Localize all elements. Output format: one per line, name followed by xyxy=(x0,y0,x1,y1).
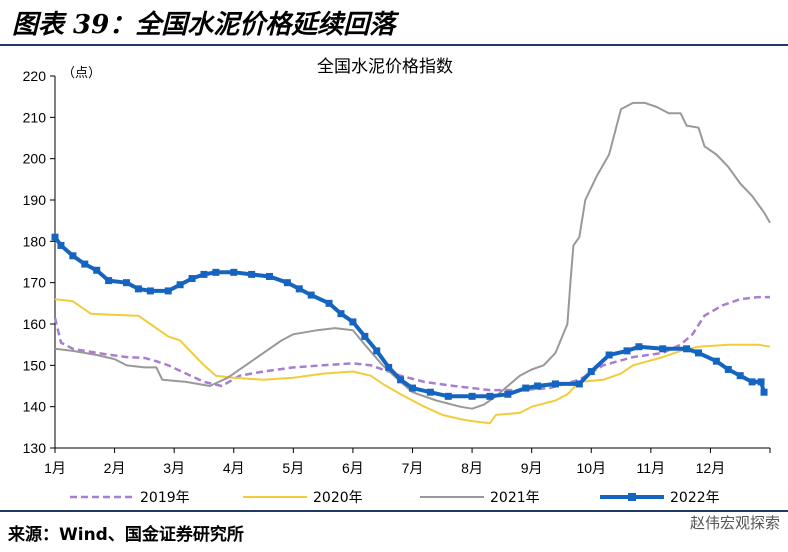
y-tick-label: 170 xyxy=(23,275,47,291)
series-point xyxy=(587,368,595,376)
x-tick-label: 8月 xyxy=(461,460,483,476)
source-note: 来源：Wind、国金证券研究所 xyxy=(8,525,244,545)
y-tick-label: 160 xyxy=(23,316,47,332)
bottom-rule xyxy=(0,510,788,512)
series-point xyxy=(409,384,416,392)
legend-label: 2019年 xyxy=(140,490,190,506)
legend-marker xyxy=(628,493,636,501)
series-point xyxy=(134,285,142,293)
series-line-2019年 xyxy=(53,295,770,392)
x-tick-label: 12月 xyxy=(696,460,726,476)
watermark: 赵伟宏观探索 xyxy=(689,514,780,532)
series-point xyxy=(361,332,369,340)
x-tick-label: 11月 xyxy=(637,460,666,476)
y-tick-label: 180 xyxy=(23,233,47,249)
chart-title: 全国水泥价格指数 xyxy=(317,57,453,77)
series-point xyxy=(57,241,65,249)
legend-label: 2022年 xyxy=(670,490,720,506)
x-tick-label: 4月 xyxy=(223,460,245,476)
series-point xyxy=(426,388,434,396)
series-point xyxy=(93,266,101,274)
series-point xyxy=(325,299,333,307)
y-tick-label: 220 xyxy=(23,68,47,84)
x-tick-label: 5月 xyxy=(282,460,304,476)
series-lines xyxy=(51,101,771,425)
series-point xyxy=(81,260,89,268)
series-point xyxy=(724,365,732,373)
series-point xyxy=(712,357,720,365)
series-point xyxy=(69,252,77,260)
series-point xyxy=(188,275,196,283)
y-tick-label: 150 xyxy=(23,357,47,373)
series-point xyxy=(164,287,172,295)
series-point xyxy=(248,270,256,278)
series-point xyxy=(623,347,631,355)
x-tick-label: 9月 xyxy=(521,460,543,476)
series-point xyxy=(385,363,393,371)
series-point xyxy=(349,318,357,326)
series-point xyxy=(212,268,220,276)
x-tick-label: 7月 xyxy=(402,460,424,476)
series-point xyxy=(105,277,113,285)
series-point xyxy=(397,376,405,384)
series-point xyxy=(575,380,583,388)
series-point xyxy=(266,272,273,280)
series-point xyxy=(307,291,315,299)
series-point xyxy=(522,384,530,392)
x-tick-label: 6月 xyxy=(342,460,364,476)
series-point xyxy=(176,281,184,289)
chart: 全国水泥价格指数 （点） 130 140 150 160 170 180 190 200 210… xyxy=(23,57,771,506)
y-tick-label: 190 xyxy=(23,192,47,208)
series-point xyxy=(146,287,154,295)
series-point xyxy=(373,347,381,355)
series-point xyxy=(748,378,756,386)
series-point xyxy=(635,343,643,351)
series-point xyxy=(468,392,476,400)
series-point xyxy=(295,285,303,293)
series-point xyxy=(659,345,667,353)
x-tick-label: 3月 xyxy=(163,460,185,476)
x-tick-label: 2月 xyxy=(104,460,126,476)
series-point xyxy=(51,233,59,241)
series-line-2021年 xyxy=(54,101,771,410)
series-point xyxy=(123,279,130,287)
series-point xyxy=(283,279,291,287)
series-point xyxy=(760,388,768,396)
series-point xyxy=(534,382,542,390)
series-point xyxy=(605,351,613,359)
legend-label: 2021年 xyxy=(490,490,540,506)
series-point xyxy=(337,310,345,318)
series-point xyxy=(683,345,691,353)
top-rule xyxy=(0,44,788,46)
y-tick-label: 130 xyxy=(23,440,47,456)
series-point xyxy=(695,349,702,357)
legend-label: 2020年 xyxy=(313,490,363,506)
series-point xyxy=(200,270,208,278)
legend: 2019年 2020年 2021年 2022年 xyxy=(70,490,720,506)
series-line-2020年 xyxy=(54,298,771,425)
series-point xyxy=(757,378,765,386)
series-point xyxy=(486,392,494,400)
series-point xyxy=(444,392,452,400)
series-point xyxy=(230,268,238,276)
y-tick-label: 200 xyxy=(23,151,47,167)
series-point xyxy=(736,372,744,380)
y-unit-label: （点） xyxy=(62,66,101,81)
x-tick-label: 1月 xyxy=(44,460,66,476)
y-tick-label: 140 xyxy=(23,399,47,415)
figure-title: 图表 39：全国水泥价格延续回落 xyxy=(12,10,396,40)
series-line-2022年 xyxy=(53,236,766,399)
series-point xyxy=(504,390,512,398)
x-tick-label: 10月 xyxy=(576,460,606,476)
y-tick-label: 210 xyxy=(23,109,47,125)
axes: 130 140 150 160 170 180 190 200 210 220 1月 2月 3月 4月 5月… xyxy=(23,68,771,476)
series-point xyxy=(552,380,559,388)
